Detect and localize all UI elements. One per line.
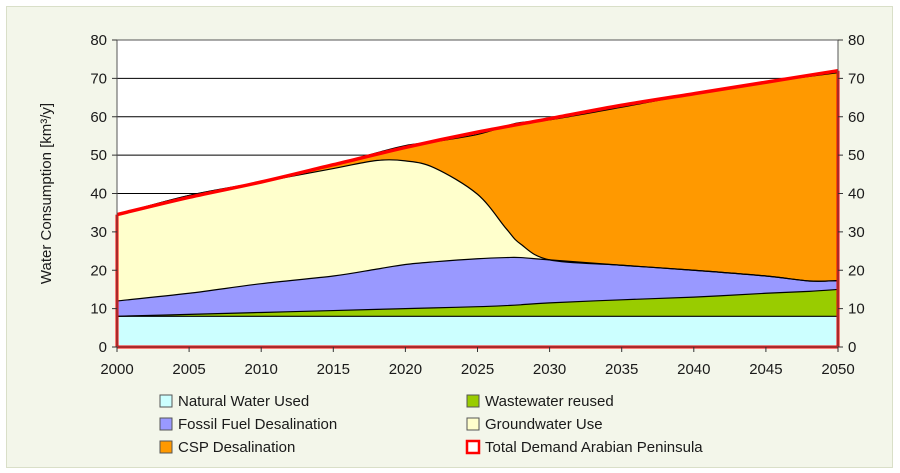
y-tick-label-right: 80 — [848, 32, 865, 49]
legend-label: Fossil Fuel Desalination — [178, 416, 337, 433]
area-fossil-fuel-desalination — [117, 257, 838, 317]
legend-label: Groundwater Use — [485, 416, 603, 433]
y-tick-label: 60 — [90, 109, 107, 126]
legend-swatch — [159, 394, 173, 408]
x-axis-ticks: 2000 2005 2010 2015 2020 2025 2030 2035 2040 2045… — [100, 347, 855, 378]
y-tick-label-right: 50 — [848, 147, 865, 164]
boundary-line — [116, 288, 839, 317]
legend-swatch — [466, 417, 480, 431]
y-tick-label-right: 20 — [848, 262, 865, 279]
x-tick-label: 2025 — [461, 361, 494, 378]
legend-label: CSP Desalination — [178, 439, 295, 456]
x-tick-label: 2030 — [533, 361, 566, 378]
x-tick-label: 2005 — [172, 361, 205, 378]
x-tick-label: 2050 — [821, 361, 854, 378]
total-demand-line — [116, 68, 839, 217]
area-natural-water-used — [117, 316, 838, 347]
legend-label: Natural Water Used — [178, 393, 309, 410]
y-tick-label: 50 — [90, 147, 107, 164]
x-tick-label: 2040 — [677, 361, 710, 378]
legend: Natural Water Used Wastewater reused Fossi… — [159, 393, 703, 456]
y-tick-label: 10 — [90, 301, 107, 318]
x-tick-label: 2015 — [317, 361, 350, 378]
y-tick-label-right: 70 — [848, 70, 865, 87]
x-tick-label: 2035 — [605, 361, 638, 378]
x-tick-label: 2045 — [749, 361, 782, 378]
y-tick-label: 40 — [90, 186, 107, 203]
y-tick-label: 30 — [90, 224, 107, 241]
y-tick-label: 20 — [90, 262, 107, 279]
y-axis-title: Water Consumption [km³/y] — [38, 103, 55, 284]
area-groundwater-use — [117, 159, 838, 301]
y-tick-label: 70 — [90, 70, 107, 87]
legend-swatch — [159, 417, 173, 431]
area-wastewater-reused — [117, 289, 838, 317]
y-tick-label-right: 60 — [848, 109, 865, 126]
legend-swatch — [465, 439, 481, 455]
legend-label: Total Demand Arabian Peninsula — [485, 439, 703, 456]
y-tick-label-right: 40 — [848, 186, 865, 203]
y-tick-label-right: 30 — [848, 224, 865, 241]
x-tick-label: 2010 — [245, 361, 278, 378]
x-tick-label: 2020 — [389, 361, 422, 378]
y-tick-label: 80 — [90, 32, 107, 49]
y-axis-ticks-left: 0 10 20 30 40 50 60 70 80 — [90, 32, 117, 356]
legend-swatch — [159, 440, 173, 454]
x-tick-label: 2000 — [100, 361, 133, 378]
y-tick-label-right: 10 — [848, 301, 865, 318]
area-series — [117, 72, 838, 347]
y-tick-label: 0 — [99, 339, 107, 356]
legend-swatch — [466, 394, 480, 408]
legend-label: Wastewater reused — [485, 393, 614, 410]
area-csp-desalination — [117, 72, 838, 282]
y-axis-ticks-right: 0 10 20 30 40 50 60 70 80 — [838, 32, 865, 356]
y-tick-label-right: 0 — [848, 339, 856, 356]
